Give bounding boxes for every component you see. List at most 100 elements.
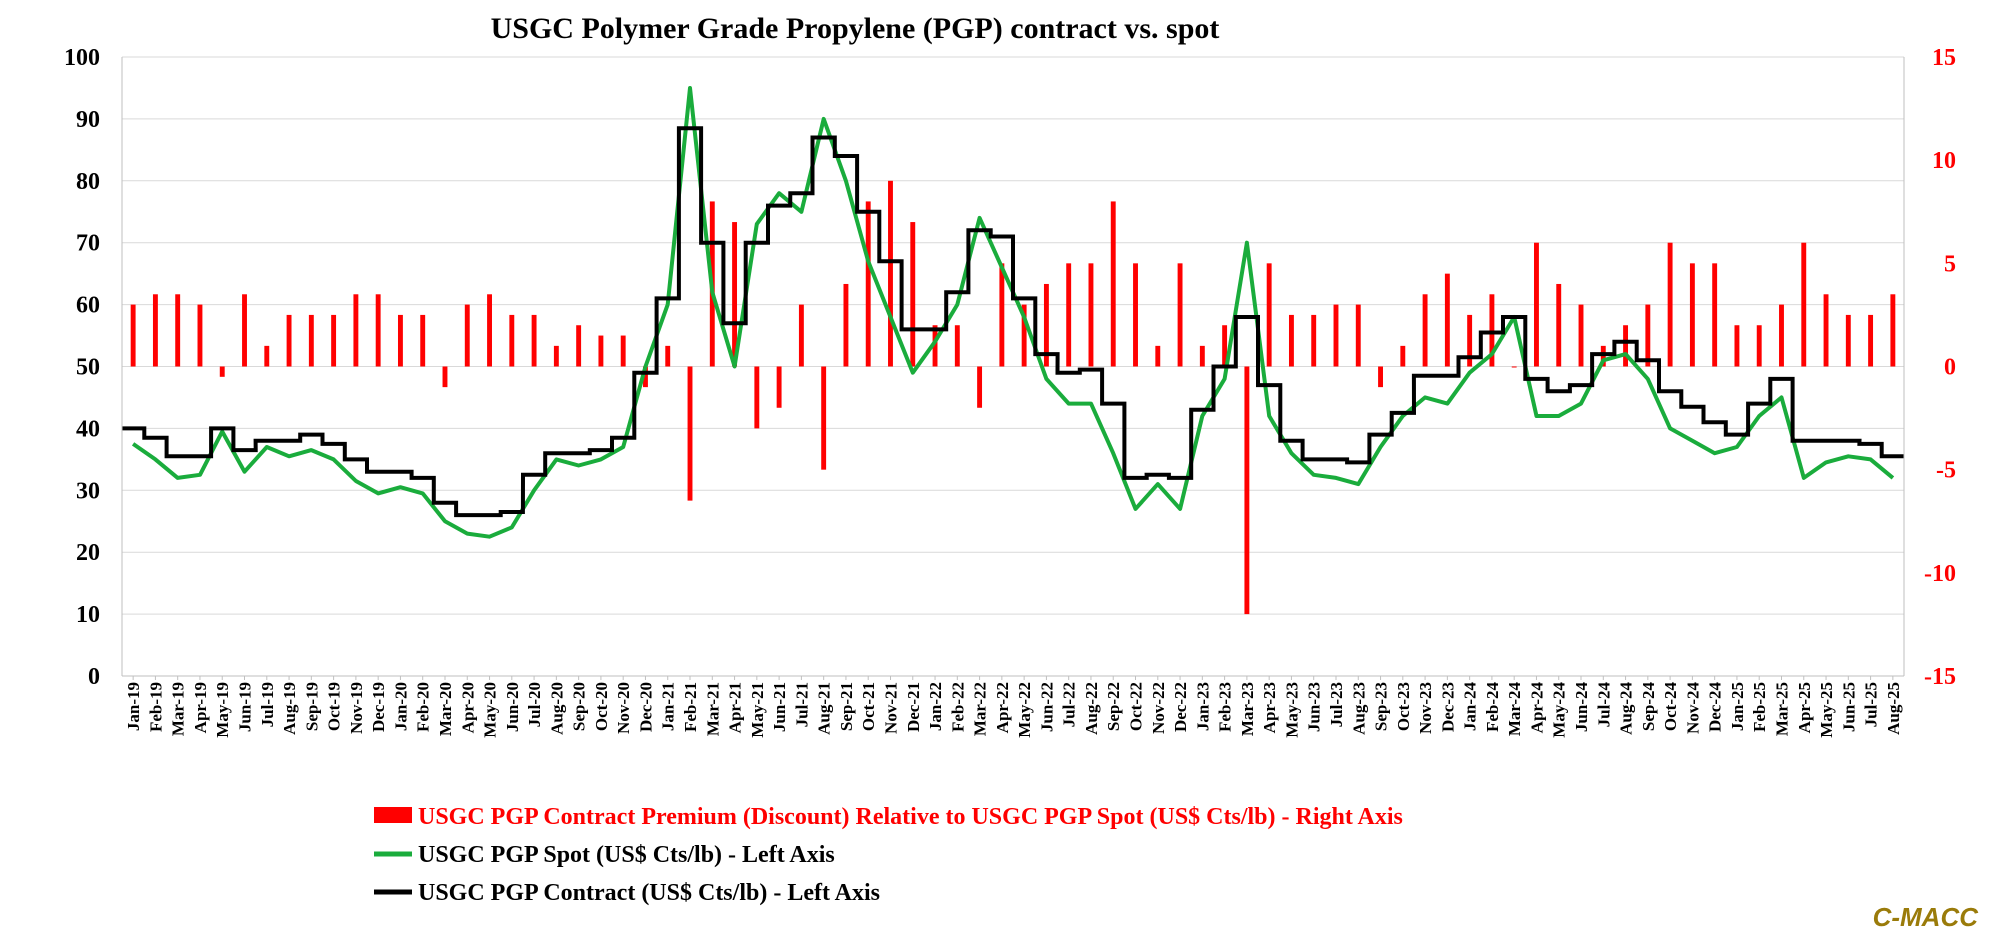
- left-tick-label: 10: [76, 602, 100, 628]
- legend-label-premium: USGC PGP Contract Premium (Discount) Rel…: [418, 804, 1403, 830]
- x-tick-label: May-22: [1015, 682, 1034, 738]
- left-tick-label: 0: [88, 664, 100, 690]
- x-tick-label: Mar-24: [1505, 682, 1524, 737]
- premium-bar: [397, 314, 403, 367]
- premium-bar: [219, 366, 225, 377]
- x-tick-label: Jul-20: [525, 682, 544, 727]
- x-tick-label: Nov-19: [347, 682, 366, 734]
- x-tick-label: May-19: [213, 682, 232, 738]
- premium-bar: [1645, 304, 1651, 367]
- left-tick-label: 70: [76, 231, 100, 257]
- premium-bar: [553, 345, 559, 367]
- x-tick-label: Jun-21: [770, 682, 789, 732]
- x-tick-label: Feb-24: [1483, 682, 1502, 733]
- x-tick-label: Nov-20: [614, 682, 633, 734]
- premium-bar: [1043, 283, 1049, 367]
- x-tick-label: Nov-23: [1416, 682, 1435, 734]
- left-tick-label: 50: [76, 355, 100, 381]
- premium-bar: [776, 366, 782, 408]
- x-tick-label: Sep-22: [1104, 682, 1123, 731]
- premium-bar: [1222, 325, 1228, 367]
- legend-swatch-premium: [374, 807, 412, 823]
- x-tick-label: Apr-22: [993, 682, 1012, 733]
- x-tick-label: Apr-20: [458, 682, 477, 733]
- premium-bar: [1155, 345, 1161, 367]
- x-tick-label: May-23: [1282, 682, 1301, 738]
- x-tick-label: Jul-19: [258, 682, 277, 727]
- premium-bar: [1600, 345, 1606, 367]
- x-tick-label: Aug-20: [547, 682, 566, 735]
- x-tick-label: Apr-23: [1260, 682, 1279, 733]
- premium-bar: [464, 304, 470, 367]
- right-tick-label: -15: [1924, 664, 1956, 690]
- premium-bar: [1288, 314, 1294, 367]
- premium-bar: [308, 314, 314, 367]
- x-tick-label: Apr-25: [1795, 682, 1814, 733]
- premium-bar: [1534, 242, 1539, 367]
- x-tick-label: Oct-22: [1127, 682, 1146, 731]
- x-tick-label: Jun-20: [503, 682, 522, 732]
- x-tick-label: May-24: [1550, 682, 1569, 738]
- premium-bar: [509, 314, 515, 367]
- left-tick-label: 40: [76, 416, 100, 442]
- premium-bar: [353, 294, 359, 367]
- x-tick-label: Aug-24: [1617, 682, 1636, 735]
- x-tick-label: Apr-19: [191, 682, 210, 733]
- x-tick-label: Jun-25: [1839, 682, 1858, 732]
- x-tick-label: Jun-22: [1037, 682, 1056, 732]
- x-tick-label: Dec-20: [636, 682, 655, 732]
- x-tick-label: Jul-23: [1327, 682, 1346, 727]
- contract-series-line: [122, 126, 1904, 518]
- x-tick-label: Aug-22: [1082, 682, 1101, 735]
- x-tick-label: Jun-23: [1305, 682, 1324, 732]
- x-tick-label: Apr-24: [1527, 682, 1546, 734]
- premium-bar: [1712, 263, 1718, 367]
- premium-bar: [576, 325, 582, 367]
- premium-bar: [821, 366, 827, 470]
- premium-bar: [977, 366, 983, 408]
- x-tick-label: Mar-22: [971, 682, 990, 736]
- x-tick-label: Oct-19: [325, 682, 344, 731]
- premium-bar: [1400, 345, 1406, 367]
- premium-bar: [1199, 345, 1205, 367]
- premium-bar: [999, 263, 1005, 367]
- premium-bar: [865, 201, 871, 367]
- x-tick-label: Nov-21: [881, 682, 900, 734]
- premium-bar: [1890, 294, 1896, 367]
- x-tick-label: Dec-23: [1438, 682, 1457, 732]
- x-axis-ticks: Jan-19 Feb-19 Mar-19 Apr-19 May-19 Jun-19 Jul-…: [124, 676, 1903, 738]
- premium-bar: [375, 294, 381, 367]
- premium-bar: [130, 304, 136, 367]
- x-tick-label: May-21: [748, 682, 767, 738]
- axes: [121, 57, 1905, 677]
- premium-bar: [598, 335, 604, 367]
- premium-bar: [1088, 263, 1094, 367]
- premium-bar: [1779, 304, 1784, 367]
- chart-title: USGC Polymer Grade Propylene (PGP) contr…: [491, 12, 1220, 45]
- premium-bar: [1489, 294, 1495, 367]
- premium-bar: [1556, 283, 1562, 367]
- x-tick-label: Jul-25: [1862, 682, 1881, 727]
- premium-bar: [175, 294, 181, 367]
- premium-bar: [197, 304, 203, 367]
- premium-bar: [754, 366, 760, 429]
- x-tick-label: Oct-20: [592, 682, 611, 731]
- price-lines: [122, 86, 1904, 539]
- x-tick-label: Jun-19: [236, 682, 255, 732]
- premium-bar: [687, 366, 693, 501]
- premium-bar: [843, 283, 849, 367]
- x-tick-label: Dec-19: [369, 682, 388, 732]
- right-tick-label: 15: [1932, 45, 1956, 71]
- x-tick-label: Oct-21: [859, 682, 878, 731]
- x-tick-label: Sep-23: [1372, 682, 1391, 731]
- premium-bar: [1066, 263, 1072, 367]
- premium-bar: [1311, 314, 1317, 367]
- x-tick-label: Jul-22: [1060, 682, 1079, 727]
- premium-bar: [1177, 263, 1183, 367]
- right-tick-label: 5: [1944, 251, 1956, 277]
- premium-bar: [1845, 314, 1851, 367]
- x-tick-label: Mar-21: [703, 682, 722, 736]
- x-tick-label: Mar-19: [169, 682, 188, 736]
- x-tick-label: Feb-22: [948, 682, 967, 732]
- x-tick-label: May-25: [1817, 682, 1836, 738]
